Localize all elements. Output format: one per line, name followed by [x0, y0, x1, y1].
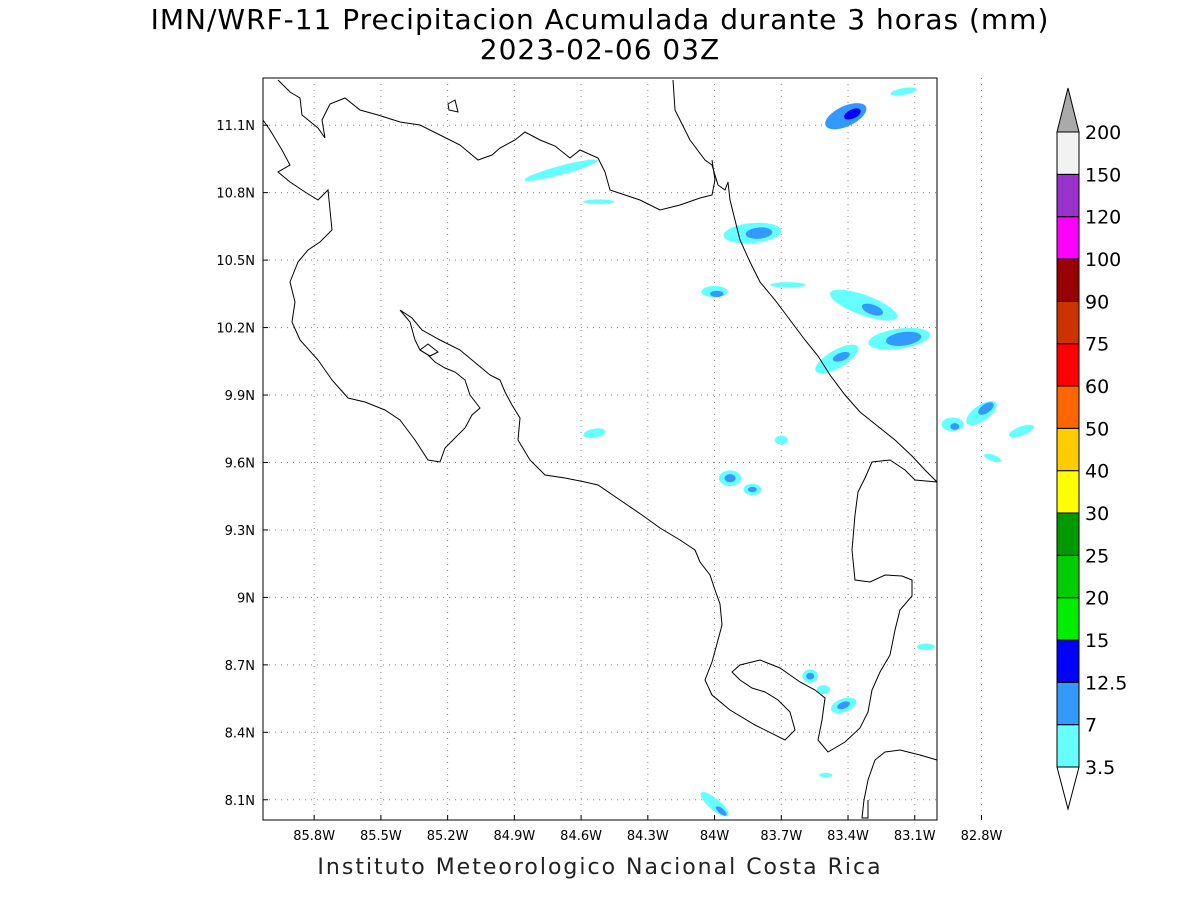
precip-cell [583, 199, 615, 204]
precip-cell [816, 685, 831, 695]
precip-cell [916, 643, 935, 651]
legend-swatch [1056, 173, 1080, 218]
precip-cell [1008, 424, 1035, 438]
legend-swatch [1056, 300, 1080, 345]
precip-cell [806, 672, 815, 680]
color-legend: 3.5 7 12.5 15 20 25 30 40 50 60 75 90 100 120 150 200 [1056, 87, 1127, 811]
legend-label: 120 [1085, 207, 1121, 229]
lon-tick-label: 82.8W [961, 829, 1003, 844]
lon-tick-label: 85.2W [427, 829, 469, 844]
legend-swatch [1056, 639, 1080, 683]
legend-label: 90 [1085, 291, 1109, 313]
gulf-island [419, 343, 439, 357]
precip-cell [774, 435, 788, 445]
legend-top-arrow [1056, 87, 1080, 133]
nicaragua-border [277, 79, 716, 211]
lat-tick-label: 8.1N [225, 794, 255, 809]
precip-cell [710, 290, 724, 298]
lat-tick-label: 10.2N [216, 322, 255, 337]
lon-tick-label: 84.6W [560, 829, 602, 844]
lat-tick-label: 8.4N [225, 726, 255, 741]
legend-swatch [1056, 470, 1080, 514]
caribbean-coast-north [672, 79, 938, 483]
precip-cell [844, 108, 861, 120]
map-datetime: 2023-02-06 03Z [479, 33, 721, 66]
lon-tick-label: 83.4W [827, 829, 869, 844]
lon-tick-label: 84.9W [493, 829, 535, 844]
legend-label: 20 [1085, 588, 1109, 610]
lat-tick-label: 9.6N [225, 456, 255, 471]
legend-swatch [1056, 131, 1080, 175]
legend-label: 60 [1085, 376, 1109, 398]
lat-tick-label: 11.1N [216, 119, 255, 134]
legend-swatch [1056, 216, 1080, 260]
burica-peninsula [861, 749, 938, 819]
precip-cell [832, 351, 850, 362]
precip-cell [885, 331, 922, 346]
precip-cell [861, 303, 884, 316]
legend-swatch [1056, 343, 1080, 387]
precip-cell [984, 453, 1002, 463]
precip-cell [747, 486, 757, 493]
institution-credit: Instituto Meteorologico Nacional Costa R… [317, 855, 883, 880]
legend-swatch [1056, 554, 1080, 599]
coastline-layer [262, 79, 938, 819]
legend-label: 50 [1085, 418, 1109, 440]
lat-tick-label: 8.7N [225, 659, 255, 674]
legend-swatch [1056, 258, 1080, 302]
precipitation-layer [524, 87, 1035, 817]
legend-swatch [1056, 681, 1080, 726]
lat-tick-label: 9N [237, 591, 255, 606]
lat-tick-label: 10.8N [216, 187, 255, 202]
precip-cell [978, 402, 994, 415]
legend-label: 12.5 [1085, 672, 1127, 694]
precip-cell [745, 227, 773, 239]
lon-tick-label: 85.5W [360, 829, 402, 844]
axis-ticks: 85.8W 85.5W 85.2W 84.9W 84.6W 84.3W 84W 83.7W 83… [216, 119, 1002, 844]
precip-cell [715, 806, 727, 816]
legend-label: 15 [1085, 630, 1109, 652]
legend-label: 7 [1085, 715, 1097, 737]
legend-label: 40 [1085, 461, 1109, 483]
legend-label: 25 [1085, 545, 1109, 567]
lon-tick-label: 84.3W [627, 829, 669, 844]
precip-cell [837, 701, 850, 710]
lat-tick-label: 10.5N [216, 254, 255, 269]
map-title: IMN/WRF-11 Precipitacion Acumulada duran… [150, 3, 1050, 36]
lake-island-marker [447, 99, 459, 113]
precip-cell [890, 87, 917, 96]
precip-cell [524, 159, 598, 181]
legend-label: 150 [1085, 164, 1121, 186]
lon-tick-label: 85.8W [293, 829, 335, 844]
lat-tick-label: 9.3N [225, 524, 255, 539]
legend-swatch [1056, 427, 1080, 472]
legend-swatch [1056, 724, 1080, 768]
legend-label: 75 [1085, 334, 1109, 356]
legend-bottom-arrow [1056, 766, 1080, 811]
precip-cell [819, 772, 833, 778]
precip-cell [583, 428, 606, 439]
lat-tick-label: 9.9N [225, 389, 255, 404]
lon-tick-label: 84W [700, 829, 730, 844]
legend-swatch [1056, 385, 1080, 429]
legend-label: 30 [1085, 503, 1109, 525]
legend-label: 3.5 [1085, 757, 1115, 779]
precip-cell [950, 423, 960, 430]
precip-cell [770, 282, 806, 288]
lon-tick-label: 83.1W [894, 829, 936, 844]
legend-swatch [1056, 512, 1080, 556]
lon-tick-label: 83.7W [760, 829, 802, 844]
legend-label: 100 [1085, 249, 1121, 271]
legend-swatch [1056, 597, 1080, 641]
graticule-grid [263, 78, 982, 820]
precip-cell [724, 474, 736, 483]
legend-label: 200 [1085, 122, 1121, 144]
nicoya-pacific-coast [262, 119, 938, 753]
